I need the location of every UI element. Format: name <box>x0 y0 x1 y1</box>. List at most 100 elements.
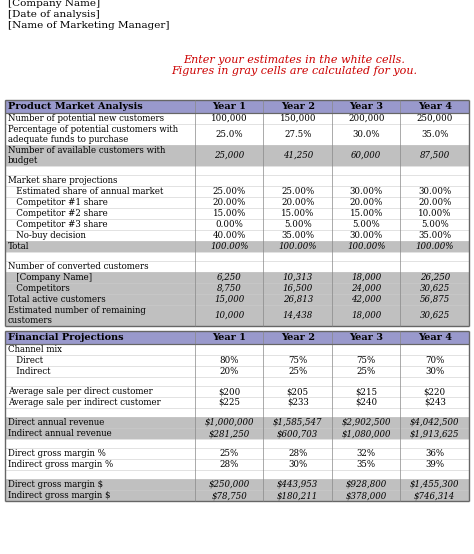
Bar <box>5 344 469 355</box>
Text: 100.00%: 100.00% <box>210 242 248 251</box>
Text: 40.00%: 40.00% <box>212 231 246 240</box>
Bar <box>5 241 469 252</box>
Text: 15.00%: 15.00% <box>212 209 246 218</box>
Text: adequate funds to purchase: adequate funds to purchase <box>8 135 128 144</box>
Bar <box>5 459 469 470</box>
Bar <box>5 408 469 417</box>
Text: $220: $220 <box>424 387 446 396</box>
Text: Direct: Direct <box>8 356 43 365</box>
Text: $1,080,000: $1,080,000 <box>341 429 391 438</box>
Text: 0.00%: 0.00% <box>215 220 243 229</box>
Bar <box>5 124 469 145</box>
Text: Estimated share of annual market: Estimated share of annual market <box>8 187 164 196</box>
Text: $378,000: $378,000 <box>346 491 387 500</box>
Text: Total active customers: Total active customers <box>8 295 106 304</box>
Bar <box>5 272 469 283</box>
Text: 15.00%: 15.00% <box>349 209 383 218</box>
Text: 25.00%: 25.00% <box>213 187 246 196</box>
Text: [Date of analysis]: [Date of analysis] <box>8 10 100 19</box>
Bar <box>5 113 469 124</box>
Text: 20.00%: 20.00% <box>349 198 383 207</box>
Bar <box>5 283 469 294</box>
Text: 25.0%: 25.0% <box>216 130 243 139</box>
Text: Indirect: Indirect <box>8 367 51 376</box>
Text: 32%: 32% <box>357 449 376 458</box>
Text: Competitor #3 share: Competitor #3 share <box>8 220 108 229</box>
Text: Enter your estimates in the white cells.: Enter your estimates in the white cells. <box>183 55 405 65</box>
Text: 56,875: 56,875 <box>419 295 450 304</box>
Text: 30%: 30% <box>425 367 444 376</box>
Text: $180,211: $180,211 <box>277 491 319 500</box>
Bar <box>5 377 469 386</box>
Text: 26,813: 26,813 <box>283 295 313 304</box>
Text: 41,250: 41,250 <box>283 151 313 160</box>
Text: 5.00%: 5.00% <box>421 220 448 229</box>
Text: [Company Name]: [Company Name] <box>8 273 92 282</box>
Text: $233: $233 <box>287 398 309 407</box>
Text: 20.00%: 20.00% <box>418 198 451 207</box>
Text: $928,800: $928,800 <box>346 480 387 489</box>
Text: 25%: 25% <box>356 367 376 376</box>
Bar <box>5 386 469 397</box>
Text: 30,625: 30,625 <box>419 284 450 293</box>
Text: 16,500: 16,500 <box>283 284 313 293</box>
Text: 20.00%: 20.00% <box>212 198 246 207</box>
Text: $443,953: $443,953 <box>277 480 319 489</box>
Text: $1,913,625: $1,913,625 <box>410 429 459 438</box>
Text: $1,000,000: $1,000,000 <box>204 418 254 427</box>
Text: Average sale per indirect customer: Average sale per indirect customer <box>8 398 161 407</box>
Text: 25%: 25% <box>219 449 239 458</box>
Text: 100.00%: 100.00% <box>279 242 317 251</box>
Bar <box>5 294 469 305</box>
Text: Estimated number of remaining: Estimated number of remaining <box>8 306 146 315</box>
Text: 20%: 20% <box>219 367 239 376</box>
Text: No-buy decision: No-buy decision <box>8 231 86 240</box>
Bar <box>5 439 469 448</box>
Text: 75%: 75% <box>288 356 307 365</box>
Bar <box>5 448 469 459</box>
Bar <box>5 175 469 186</box>
Text: Year 1: Year 1 <box>212 102 246 111</box>
Bar <box>5 186 469 197</box>
Text: customers: customers <box>8 316 53 325</box>
Text: Indirect gross margin %: Indirect gross margin % <box>8 460 113 469</box>
Bar <box>5 417 469 428</box>
Text: $281,250: $281,250 <box>209 429 250 438</box>
Text: 10.00%: 10.00% <box>418 209 452 218</box>
Text: Year 2: Year 2 <box>281 333 315 342</box>
Text: Year 3: Year 3 <box>349 333 383 342</box>
Text: Indirect annual revenue: Indirect annual revenue <box>8 429 112 438</box>
Text: Number of potential new customers: Number of potential new customers <box>8 114 164 123</box>
Text: 27.5%: 27.5% <box>284 130 311 139</box>
Text: Financial Projections: Financial Projections <box>8 333 124 342</box>
Text: $2,902,500: $2,902,500 <box>341 418 391 427</box>
Text: Competitor #1 share: Competitor #1 share <box>8 198 108 207</box>
Text: 20.00%: 20.00% <box>281 198 314 207</box>
Text: [Name of Marketing Manager]: [Name of Marketing Manager] <box>8 21 170 30</box>
Text: 18,000: 18,000 <box>351 273 382 282</box>
Text: 15,000: 15,000 <box>214 295 245 304</box>
Text: Figures in gray cells are calculated for you.: Figures in gray cells are calculated for… <box>171 66 417 76</box>
Text: 100,000: 100,000 <box>211 114 247 123</box>
Text: Competitor #2 share: Competitor #2 share <box>8 209 108 218</box>
Text: 35.00%: 35.00% <box>418 231 451 240</box>
Text: budget: budget <box>8 156 38 165</box>
Text: $240: $240 <box>355 398 377 407</box>
Text: Year 4: Year 4 <box>418 333 452 342</box>
Text: $746,314: $746,314 <box>414 491 456 500</box>
Text: 30.0%: 30.0% <box>353 130 380 139</box>
Bar <box>5 397 469 408</box>
Bar <box>5 252 469 261</box>
Text: 150,000: 150,000 <box>280 114 316 123</box>
Text: 5.00%: 5.00% <box>352 220 380 229</box>
Text: 35.0%: 35.0% <box>421 130 448 139</box>
Text: Number of available customers with: Number of available customers with <box>8 146 165 155</box>
Text: 28%: 28% <box>219 460 239 469</box>
Text: 30%: 30% <box>288 460 307 469</box>
Text: $243: $243 <box>424 398 446 407</box>
Text: Year 4: Year 4 <box>418 102 452 111</box>
Text: $600,703: $600,703 <box>277 429 319 438</box>
Bar <box>5 100 469 113</box>
Text: 15.00%: 15.00% <box>281 209 314 218</box>
Text: 100.00%: 100.00% <box>347 242 385 251</box>
